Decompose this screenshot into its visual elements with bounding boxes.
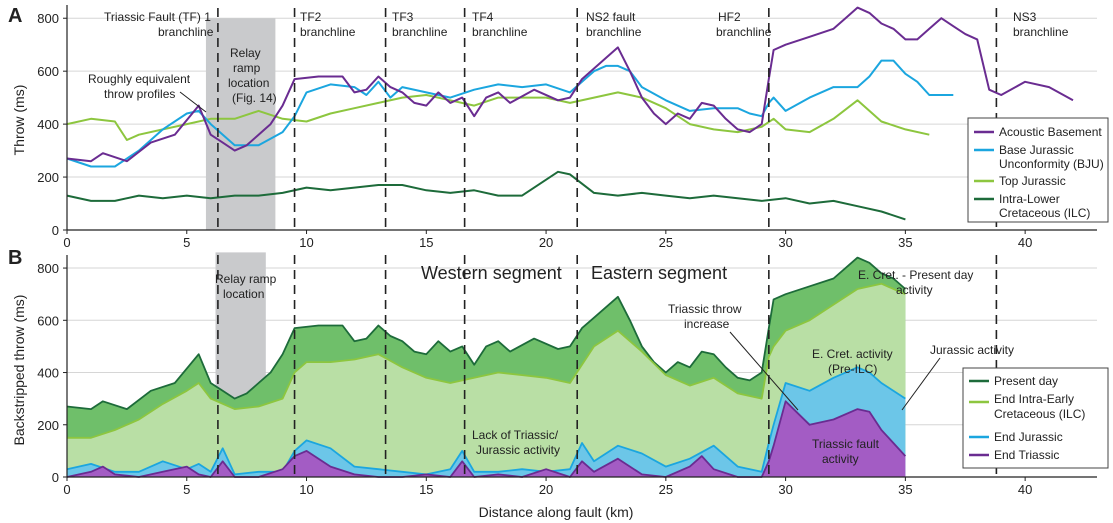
annotation-triassic-fault-line2: activity — [822, 452, 859, 466]
panel-b-ylabel: Backstripped throw (ms) — [11, 295, 27, 446]
branchline-label-tf1-line1: Triassic Fault (TF) 1 — [104, 10, 211, 24]
panel-b-legend: Present day End Intra-Early Cretaceous (… — [963, 368, 1108, 468]
annotation-triassic-increase-line1: Triassic throw — [668, 302, 742, 316]
y-tick-label-a-0: 0 — [52, 223, 59, 238]
legend-a-ilc-line1: Intra-Lower — [999, 192, 1060, 206]
branchline-label-tf3-line2: branchline — [392, 25, 448, 39]
branchline-label-tf4-line1: TF4 — [472, 10, 494, 24]
legend-b-ilc-line2: Cretaceous (ILC) — [994, 407, 1085, 421]
legend-b-present: Present day — [994, 374, 1058, 388]
x-tick-label-a-35: 35 — [898, 235, 912, 250]
legend-b-ilc-line1: End Intra-Early — [994, 392, 1074, 406]
branchline-label-ns3-line2: branchline — [1013, 25, 1069, 39]
segment-label-eastern: Eastern segment — [591, 263, 727, 283]
annotation-equivalent-line1: Roughly equivalent — [88, 72, 191, 86]
x-tick-label-b-35: 35 — [898, 482, 912, 497]
branchline-label-hf2-line1: HF2 — [718, 10, 741, 24]
annotation-ecret-present-line2: activity — [896, 283, 933, 297]
annotation-lack-line1: Lack of Triassic/ — [472, 428, 559, 442]
legend-a-bju-line1: Base Jurassic — [999, 143, 1074, 157]
x-axis-label: Distance along fault (km) — [479, 504, 634, 520]
relay-b-label-line2: location — [223, 287, 264, 301]
panel-a-letter: A — [8, 5, 22, 27]
legend-a-basement: Acoustic Basement — [999, 125, 1102, 139]
annotation-ecret-preilc-line1: E. Cret. activity — [812, 347, 893, 361]
branchline-label-tf1-line2: branchline — [158, 25, 214, 39]
annotation-jurassic-leader — [902, 358, 940, 410]
x-tick-label-b-10: 10 — [299, 482, 313, 497]
legend-a-bju-line2: Unconformity (BJU) — [999, 157, 1104, 171]
relay-a-label-line1: Relay — [230, 46, 261, 60]
relay-a-label-line2: ramp — [233, 61, 261, 75]
segment-label-western: Western segment — [421, 263, 562, 283]
branchline-label-tf3-line1: TF3 — [392, 10, 414, 24]
x-tick-label-a-15: 15 — [419, 235, 433, 250]
x-tick-label-b-40: 40 — [1018, 482, 1032, 497]
branchline-label-ns2-line1: NS2 fault — [586, 10, 636, 24]
panel-a-axes: 0 200 400 600 800 0 5 10 15 20 25 30 35 40 — [37, 5, 1097, 250]
y-tick-label-a-400: 400 — [37, 117, 59, 132]
annotation-triassic-fault-line1: Triassic fault — [812, 437, 880, 451]
x-tick-label-b-20: 20 — [539, 482, 553, 497]
branchline-label-tf2-line2: branchline — [300, 25, 356, 39]
series-line-intra-lower-cretaceous-ilc — [67, 172, 905, 220]
y-tick-label-a-600: 600 — [37, 64, 59, 79]
relay-b-label-line1: Relay ramp — [215, 272, 277, 286]
y-tick-label-b-0: 0 — [52, 470, 59, 485]
branchline-label-tf4-line2: branchline — [472, 25, 528, 39]
x-tick-label-a-5: 5 — [183, 235, 190, 250]
series-line-base-jurassic-unconformity-bju — [67, 61, 953, 167]
relay-a-label-line4: (Fig. 14) — [232, 91, 277, 105]
x-tick-label-a-30: 30 — [778, 235, 792, 250]
series-line-top-jurassic — [67, 92, 929, 140]
annotation-ecret-present-line1: E. Cret. - Present day — [858, 268, 973, 282]
annotation-lack-line2: Jurassic activity — [476, 443, 560, 457]
x-tick-label-a-10: 10 — [299, 235, 313, 250]
y-tick-label-a-200: 200 — [37, 170, 59, 185]
x-tick-label-a-40: 40 — [1018, 235, 1032, 250]
x-tick-label-b-30: 30 — [778, 482, 792, 497]
relay-a-label-line3: location — [228, 76, 269, 90]
legend-a-ilc-line2: Cretaceous (ILC) — [999, 206, 1090, 220]
y-tick-label-a-800: 800 — [37, 11, 59, 26]
y-tick-label-b-400: 400 — [37, 366, 59, 381]
annotation-equivalent-leader — [180, 92, 206, 112]
annotation-triassic-increase-line2: increase — [684, 317, 730, 331]
x-tick-label-b-15: 15 — [419, 482, 433, 497]
x-tick-label-b-25: 25 — [659, 482, 673, 497]
branchline-label-tf2-line1: TF2 — [300, 10, 322, 24]
legend-b-jurassic: End Jurassic — [994, 430, 1063, 444]
y-tick-label-b-800: 800 — [37, 261, 59, 276]
panel-a-legend: Acoustic Basement Base Jurassic Unconfor… — [968, 118, 1108, 222]
annotation-ecret-preilc-line2: (Pre-ILC) — [828, 362, 877, 376]
branchline-label-ns2-line2: branchline — [586, 25, 642, 39]
x-tick-label-a-0: 0 — [63, 235, 70, 250]
branchline-label-ns3-line1: NS3 — [1013, 10, 1037, 24]
annotation-equivalent-line2: throw profiles — [104, 87, 175, 101]
branchline-label-hf2-line2: branchline — [716, 25, 772, 39]
x-tick-label-a-20: 20 — [539, 235, 553, 250]
panel-a-ylabel: Throw (ms) — [11, 85, 27, 156]
panel-b-letter: B — [8, 247, 22, 269]
legend-b-triassic: End Triassic — [994, 448, 1059, 462]
annotation-jurassic-activity: Jurassic activity — [930, 343, 1014, 357]
x-tick-label-b-5: 5 — [183, 482, 190, 497]
y-tick-label-b-600: 600 — [37, 313, 59, 328]
legend-a-topjur: Top Jurassic — [999, 174, 1066, 188]
x-tick-label-a-25: 25 — [659, 235, 673, 250]
x-tick-label-b-0: 0 — [63, 482, 70, 497]
y-tick-label-b-200: 200 — [37, 418, 59, 433]
